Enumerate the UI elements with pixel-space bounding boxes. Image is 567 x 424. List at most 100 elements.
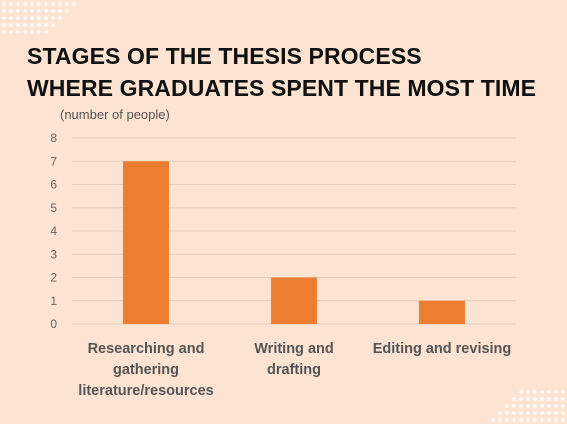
tick-layer: 0 1 2 3 4 5 6 7 8 xyxy=(50,131,57,331)
dot xyxy=(37,30,41,34)
dot xyxy=(561,397,565,401)
dot xyxy=(554,397,558,401)
dot xyxy=(23,16,27,20)
dot xyxy=(51,2,55,6)
dot xyxy=(2,16,6,20)
dot xyxy=(23,23,27,27)
dot xyxy=(561,411,565,415)
dot xyxy=(554,390,558,394)
dot xyxy=(16,23,20,27)
y-tick-label: 4 xyxy=(50,224,57,238)
dot xyxy=(512,397,516,401)
dot xyxy=(512,404,516,408)
dot xyxy=(58,9,62,13)
dot xyxy=(533,418,537,422)
dot xyxy=(2,9,6,13)
dot xyxy=(44,9,48,13)
dot xyxy=(554,404,558,408)
dot xyxy=(30,9,34,13)
dot xyxy=(65,9,69,13)
y-tick-label: 5 xyxy=(50,201,57,215)
dot xyxy=(533,411,537,415)
dot xyxy=(2,2,6,6)
dot xyxy=(526,397,530,401)
dot xyxy=(44,2,48,6)
y-tick-label: 7 xyxy=(50,154,57,168)
bar xyxy=(123,161,169,324)
dot xyxy=(498,418,502,422)
dot xyxy=(526,418,530,422)
dot xyxy=(9,16,13,20)
x-category-label-line: Researching and xyxy=(88,341,205,357)
dot-pattern-bottom-right xyxy=(487,384,567,424)
dot xyxy=(58,2,62,6)
dot xyxy=(30,2,34,6)
chart-title-line-2: WHERE GRADUATES SPENT THE MOST TIME xyxy=(27,75,537,101)
dot xyxy=(512,411,516,415)
x-category-label-line: Editing and revising xyxy=(373,341,512,357)
y-axis-label: (number of people) xyxy=(60,107,170,122)
dot xyxy=(16,9,20,13)
dot xyxy=(58,16,62,20)
dot xyxy=(519,390,523,394)
dot xyxy=(44,23,48,27)
dot xyxy=(505,418,509,422)
dot xyxy=(540,404,544,408)
dot xyxy=(72,2,76,6)
dot xyxy=(547,397,551,401)
dot xyxy=(37,16,41,20)
dot xyxy=(2,23,6,27)
dot xyxy=(561,418,565,422)
dot xyxy=(23,2,27,6)
chart-title-line-1: STAGES OF THE THESIS PROCESS xyxy=(27,43,422,69)
dot xyxy=(16,30,20,34)
dot xyxy=(37,9,41,13)
x-category-label: Writing and drafting xyxy=(254,341,333,378)
dot xyxy=(30,16,34,20)
dot xyxy=(37,2,41,6)
dot xyxy=(51,16,55,20)
dot xyxy=(505,411,509,415)
dot xyxy=(540,411,544,415)
dot xyxy=(540,390,544,394)
dot xyxy=(9,2,13,6)
dot xyxy=(554,418,558,422)
dot xyxy=(65,2,69,6)
dot xyxy=(547,390,551,394)
dot xyxy=(51,23,55,27)
dot xyxy=(16,2,20,6)
dot xyxy=(44,16,48,20)
dot xyxy=(533,404,537,408)
y-tick-label: 2 xyxy=(50,271,57,285)
y-tick-label: 8 xyxy=(50,131,57,145)
x-category-label-line: drafting xyxy=(267,362,321,378)
dot xyxy=(505,404,509,408)
dot xyxy=(554,411,558,415)
y-tick-label: 1 xyxy=(50,294,57,308)
dot xyxy=(51,9,55,13)
category-label-layer: Researching and gathering literature/resou… xyxy=(78,341,511,399)
dot xyxy=(512,418,516,422)
dot xyxy=(547,404,551,408)
dot xyxy=(30,30,34,34)
dot xyxy=(547,418,551,422)
x-category-label-line: literature/resources xyxy=(78,383,213,399)
dot xyxy=(540,418,544,422)
bar xyxy=(271,277,317,324)
dot xyxy=(37,23,41,27)
dot xyxy=(533,397,537,401)
dot xyxy=(16,16,20,20)
dot xyxy=(9,23,13,27)
dot xyxy=(2,30,6,34)
dot xyxy=(519,411,523,415)
bar-layer xyxy=(123,161,465,324)
dot xyxy=(540,397,544,401)
y-tick-label: 6 xyxy=(50,178,57,192)
x-category-label: Editing and revising xyxy=(373,341,512,357)
dot xyxy=(491,418,495,422)
dot xyxy=(561,404,565,408)
dot xyxy=(519,397,523,401)
dot xyxy=(519,418,523,422)
dot xyxy=(526,390,530,394)
